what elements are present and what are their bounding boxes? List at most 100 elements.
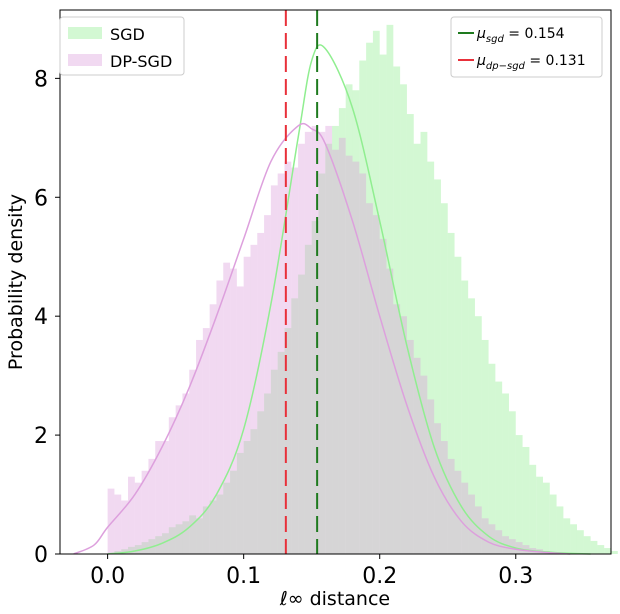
histogram-bar [311,125,319,555]
histogram-bar [454,470,462,554]
histogram-bar [576,530,584,554]
legend-right-box [450,16,603,78]
histogram-bar [468,298,475,554]
histogram-bar [128,546,135,554]
histogram-bar [141,470,149,554]
histogram-bar [583,536,591,554]
histogram-series-dp-sgd [107,125,550,555]
histogram-bar [393,66,401,555]
y-axis-title: Probability density [5,194,27,370]
legend-swatch-sgd [68,27,102,39]
histogram-bar [345,155,353,555]
histogram-bar [447,232,455,555]
histogram-bar [243,256,251,554]
histogram-bar [590,540,598,554]
histogram-bar [318,173,326,555]
histogram-bar [168,527,176,554]
legend-label-mu-dp-sgd: μdp−sgd = 0.131 [476,53,586,72]
histogram-bar [461,482,469,554]
histogram-bar [209,500,217,554]
x-axis-title: ℓ∞ distance [279,588,390,610]
histogram-bar [277,351,285,554]
y-axis-ticks: 0 2 4 6 8 [34,67,60,568]
histogram-series-sgd [114,24,618,555]
histogram-bar [216,280,224,554]
histogram-bar [406,114,414,555]
histogram-bar [427,399,435,554]
histogram-bar [148,458,156,554]
histogram-bar [366,203,373,554]
histogram-bar [379,54,387,555]
legend-swatch-dp-sgd [68,54,102,66]
histogram-bar [284,328,292,554]
histogram-bar [386,268,394,554]
histogram-bar [196,518,203,554]
histogram-bar [202,328,210,554]
histogram-bar [264,393,271,554]
histogram-bar [264,215,271,555]
histogram-bar [352,90,360,554]
y-tick-label: 6 [34,186,48,211]
histogram-bar [345,84,353,554]
histogram-bar [155,441,163,554]
histogram-bar [196,339,203,554]
histogram-bar [291,298,299,554]
y-tick-label: 4 [34,305,48,330]
histogram-bar [508,411,516,554]
histogram-bar [121,549,129,554]
y-tick-label: 0 [34,543,48,568]
histogram-bar [311,221,319,554]
histogram-bar [182,393,190,554]
plot-area [73,10,618,555]
histogram-bar [209,304,217,554]
legend-label-mu-sgd: μsgd = 0.154 [476,26,565,45]
histogram-bar [474,316,482,554]
histogram-bar [325,125,333,555]
histogram-bar [461,280,469,554]
histogram-bar [413,357,421,554]
histogram-bar [611,551,618,554]
histogram-bar [359,60,367,554]
legend-right: μsgd = 0.154 μdp−sgd = 0.131 [450,16,603,78]
histogram-bar [107,488,115,554]
histogram-bar [298,274,305,554]
histogram-bar [277,173,285,555]
histogram-bar [202,506,210,554]
histogram-bar [386,24,394,554]
histogram-bar [223,482,231,554]
histogram-bar [468,494,475,554]
histogram-bar [542,482,550,554]
kde-curve-sgd [107,44,591,555]
histogram-bar [474,506,482,554]
histogram-bar [434,423,441,554]
histogram-bar [495,381,503,554]
legend-label-sgd: SGD [110,25,145,44]
x-tick-label: 0.3 [498,564,533,589]
histogram-bar [420,131,428,555]
histogram-bar [243,441,251,554]
histogram-bar [134,482,142,554]
histogram-bar [162,533,169,554]
legend-left-box [59,16,185,76]
histogram-bar [420,375,428,554]
histogram-bar [372,30,380,555]
histogram-bar [236,452,244,554]
histogram-bar [481,518,489,554]
histogram-bar [168,417,176,554]
histogram-bar [270,369,278,554]
histogram-bar [454,256,462,554]
x-tick-label: 0.0 [90,564,125,589]
x-tick-label: 0.2 [362,564,397,589]
histogram-bar [400,84,407,554]
x-tick-label: 0.1 [226,564,261,589]
histogram-bar [230,470,237,554]
histogram-bar [284,161,292,554]
histogram-bar [121,500,129,554]
histogram-bar [427,161,435,554]
histogram-bar [440,203,448,554]
histogram-bar [298,143,305,554]
histogram-bar [175,524,183,554]
histogram-bar [304,244,312,554]
histogram-bar [413,143,421,554]
